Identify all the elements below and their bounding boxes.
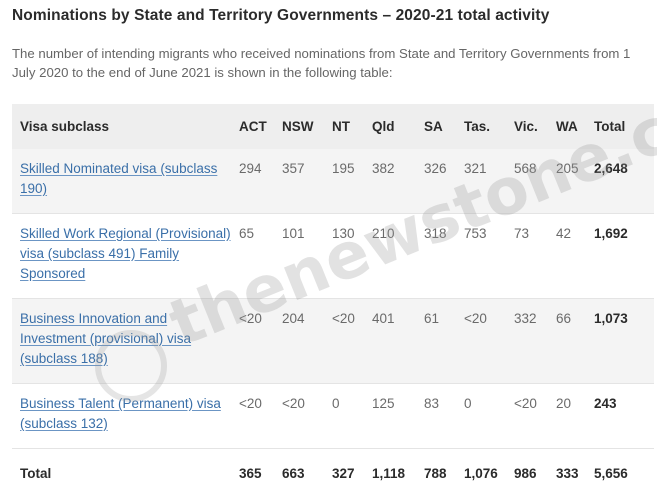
cell-wa: 66 xyxy=(553,298,591,384)
cell-total: 243 xyxy=(591,383,654,449)
col-header-act: ACT xyxy=(236,104,279,149)
table-row: Business Innovation and Investment (prov… xyxy=(12,298,654,384)
total-tas: 1,076 xyxy=(464,465,498,481)
cell-nsw: 357 xyxy=(279,149,329,214)
cell-total: 1,073 xyxy=(591,298,654,384)
cell-wa: 205 xyxy=(553,149,591,214)
table-row: Business Talent (Permanent) visa (subcla… xyxy=(12,383,654,449)
visa-link-188[interactable]: Business Innovation and Investment (prov… xyxy=(20,310,192,366)
cell-nsw: <20 xyxy=(279,383,329,449)
total-act: 365 xyxy=(239,465,262,481)
cell-tas: 321 xyxy=(461,149,511,214)
col-header-total: Total xyxy=(591,104,654,149)
cell-act: <20 xyxy=(236,383,279,449)
cell-nsw: 101 xyxy=(279,213,329,299)
page-title: Nominations by State and Territory Gover… xyxy=(12,7,550,24)
cell-nsw: 204 xyxy=(279,298,329,384)
cell-vic: <20 xyxy=(511,383,553,449)
cell-qld: 401 xyxy=(369,298,421,384)
table-row: Skilled Nominated visa (subclass 190) 29… xyxy=(12,149,654,214)
total-nt: 327 xyxy=(332,465,355,481)
cell-qld: 382 xyxy=(369,149,421,214)
cell-sa: 318 xyxy=(421,213,461,299)
cell-act: 65 xyxy=(236,213,279,299)
cell-wa: 42 xyxy=(553,213,591,299)
cell-qld: 125 xyxy=(369,383,421,449)
totals-label: Total xyxy=(20,465,52,481)
cell-nt: <20 xyxy=(329,298,369,384)
cell-total: 1,692 xyxy=(591,213,654,299)
cell-nt: 130 xyxy=(329,213,369,299)
cell-qld: 210 xyxy=(369,213,421,299)
col-header-nt: NT xyxy=(329,104,369,149)
total-vic: 986 xyxy=(514,465,537,481)
cell-sa: 61 xyxy=(421,298,461,384)
col-header-wa: WA xyxy=(553,104,591,149)
table-header-row: Visa subclass ACT NSW NT Qld SA Tas. Vic… xyxy=(12,104,654,149)
cell-sa: 83 xyxy=(421,383,461,449)
nominations-table: Visa subclass ACT NSW NT Qld SA Tas. Vic… xyxy=(12,104,654,492)
intro-paragraph: The number of intending migrants who rec… xyxy=(12,46,631,80)
cell-tas: 0 xyxy=(461,383,511,449)
col-header-qld: Qld xyxy=(369,104,421,149)
cell-tas: 753 xyxy=(461,213,511,299)
visa-link-491[interactable]: Skilled Work Regional (Provisional) visa… xyxy=(20,225,231,281)
cell-total: 2,648 xyxy=(591,149,654,214)
cell-vic: 332 xyxy=(511,298,553,384)
col-header-sa: SA xyxy=(421,104,461,149)
total-sa: 788 xyxy=(424,465,447,481)
cell-nt: 0 xyxy=(329,383,369,449)
total-nsw: 663 xyxy=(282,465,305,481)
col-header-vic: Vic. xyxy=(511,104,553,149)
visa-link-132[interactable]: Business Talent (Permanent) visa (subcla… xyxy=(20,395,221,431)
cell-act: <20 xyxy=(236,298,279,384)
total-grand: 5,656 xyxy=(594,465,628,481)
total-qld: 1,118 xyxy=(372,465,406,481)
cell-nt: 195 xyxy=(329,149,369,214)
totals-row: Total 365 663 327 1,118 788 1,076 986 33… xyxy=(12,448,654,492)
cell-sa: 326 xyxy=(421,149,461,214)
col-header-tas: Tas. xyxy=(461,104,511,149)
cell-tas: <20 xyxy=(461,298,511,384)
cell-wa: 20 xyxy=(553,383,591,449)
cell-vic: 568 xyxy=(511,149,553,214)
total-wa: 333 xyxy=(556,465,579,481)
table-row: Skilled Work Regional (Provisional) visa… xyxy=(12,213,654,299)
col-header-visa: Visa subclass xyxy=(12,104,236,149)
cell-act: 294 xyxy=(236,149,279,214)
cell-vic: 73 xyxy=(511,213,553,299)
visa-link-190[interactable]: Skilled Nominated visa (subclass 190) xyxy=(20,161,218,196)
col-header-nsw: NSW xyxy=(279,104,329,149)
